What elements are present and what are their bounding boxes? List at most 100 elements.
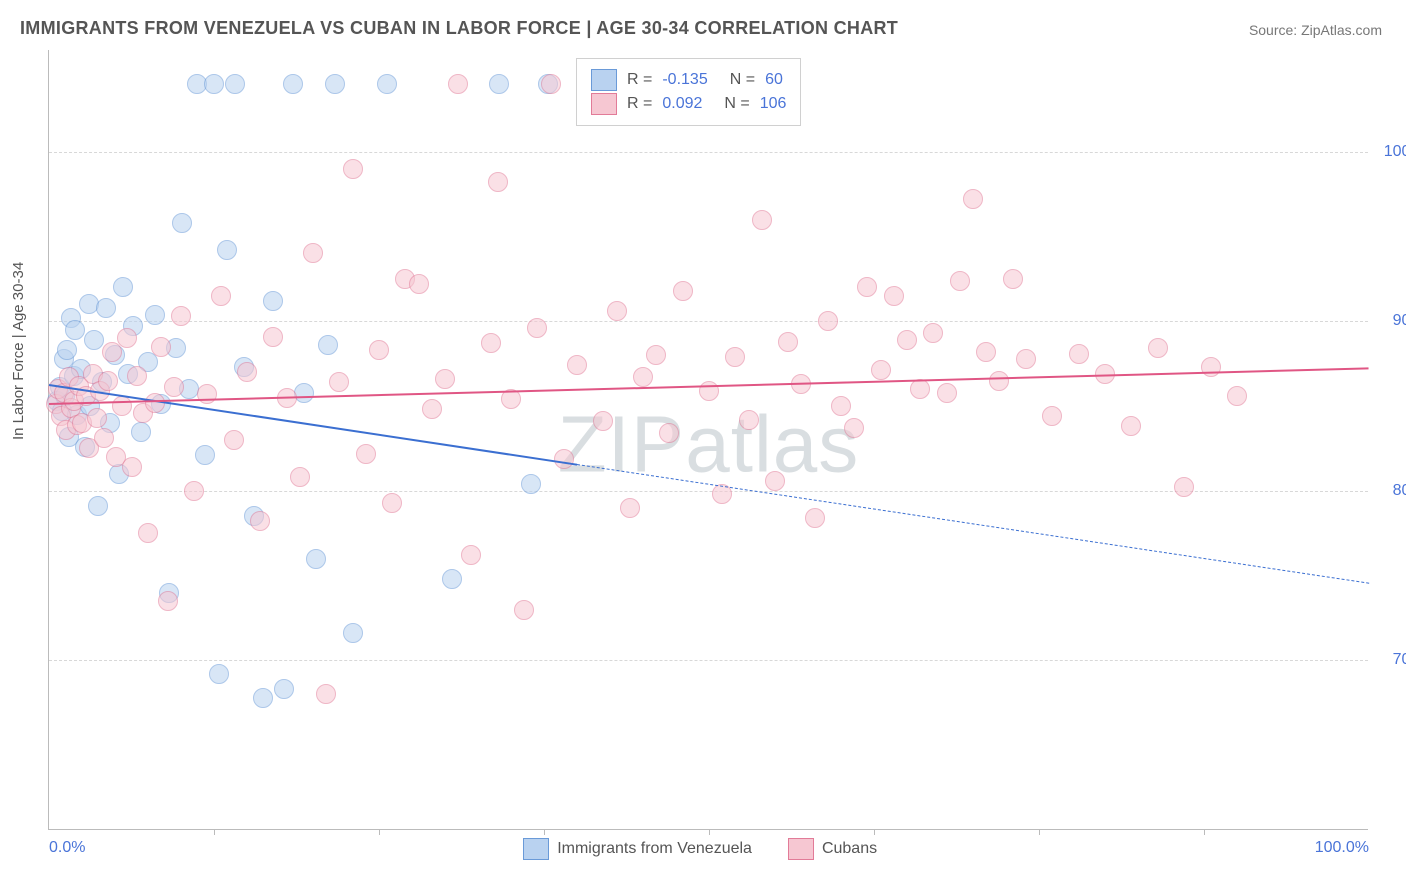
scatter-point <box>343 623 363 643</box>
scatter-point <box>382 493 402 513</box>
scatter-point <box>145 305 165 325</box>
scatter-point <box>620 498 640 518</box>
plot-area: ZIPatlas 70.0%80.0%90.0%100.0%0.0%100.0% <box>48 50 1368 830</box>
scatter-point <box>1042 406 1062 426</box>
y-tick-label: 100.0% <box>1378 143 1406 161</box>
scatter-point <box>138 523 158 543</box>
scatter-point <box>593 411 613 431</box>
scatter-point <box>250 511 270 531</box>
y-tick-label: 80.0% <box>1378 482 1406 500</box>
r-label: R = <box>627 71 652 89</box>
x-minor-tick <box>379 829 380 835</box>
scatter-point <box>1148 338 1168 358</box>
scatter-point <box>646 345 666 365</box>
scatter-point <box>184 481 204 501</box>
scatter-point <box>857 277 877 297</box>
scatter-point <box>435 369 455 389</box>
scatter-point <box>65 320 85 340</box>
scatter-point <box>1069 344 1089 364</box>
scatter-point <box>96 298 116 318</box>
scatter-point <box>98 371 118 391</box>
scatter-point <box>1121 416 1141 436</box>
legend-item: Cubans <box>788 838 877 860</box>
scatter-point <box>1174 477 1194 497</box>
scatter-point <box>527 318 547 338</box>
scatter-point <box>127 366 147 386</box>
scatter-point <box>343 159 363 179</box>
n-label: N = <box>730 71 755 89</box>
scatter-point <box>209 664 229 684</box>
scatter-point <box>950 271 970 291</box>
scatter-point <box>963 189 983 209</box>
scatter-point <box>237 362 257 382</box>
scatter-point <box>923 323 943 343</box>
chart-title: IMMIGRANTS FROM VENEZUELA VS CUBAN IN LA… <box>20 18 898 39</box>
scatter-point <box>217 240 237 260</box>
scatter-point <box>164 377 184 397</box>
r-label: R = <box>627 95 652 113</box>
gridline-h <box>49 660 1368 661</box>
scatter-point <box>481 333 501 353</box>
scatter-point <box>88 496 108 516</box>
scatter-point <box>224 430 244 450</box>
scatter-point <box>172 213 192 233</box>
scatter-point <box>306 549 326 569</box>
legend-label: Immigrants from Venezuela <box>557 840 752 857</box>
r-value: 0.092 <box>662 95 702 113</box>
gridline-h <box>49 491 1368 492</box>
scatter-point <box>377 74 397 94</box>
legend-stats-row: R = 0.092 N = 106 <box>591 93 786 115</box>
scatter-point <box>369 340 389 360</box>
scatter-point <box>765 471 785 491</box>
legend-swatch <box>591 69 617 91</box>
n-label: N = <box>724 95 749 113</box>
scatter-point <box>739 410 759 430</box>
x-minor-tick <box>544 829 545 835</box>
n-value: 60 <box>765 71 783 89</box>
legend-item: Immigrants from Venezuela <box>523 838 752 860</box>
scatter-point <box>94 428 114 448</box>
scatter-point <box>356 444 376 464</box>
scatter-point <box>844 418 864 438</box>
scatter-point <box>607 301 627 321</box>
x-minor-tick <box>709 829 710 835</box>
scatter-point <box>818 311 838 331</box>
scatter-point <box>122 457 142 477</box>
scatter-point <box>937 383 957 403</box>
scatter-point <box>325 74 345 94</box>
scatter-point <box>290 467 310 487</box>
scatter-point <box>263 291 283 311</box>
scatter-point <box>461 545 481 565</box>
y-tick-label: 70.0% <box>1378 651 1406 669</box>
gridline-h <box>49 152 1368 153</box>
scatter-point <box>197 384 217 404</box>
scatter-point <box>805 508 825 528</box>
scatter-point <box>113 277 133 297</box>
scatter-point <box>673 281 693 301</box>
scatter-point <box>171 306 191 326</box>
scatter-point <box>158 591 178 611</box>
x-minor-tick <box>874 829 875 835</box>
trend-line <box>577 464 1369 584</box>
source-label: Source: ZipAtlas.com <box>1249 22 1382 38</box>
x-minor-tick <box>1204 829 1205 835</box>
scatter-point <box>204 74 224 94</box>
scatter-point <box>57 340 77 360</box>
legend-swatch <box>788 838 814 860</box>
scatter-point <box>117 328 137 348</box>
scatter-point <box>112 396 132 416</box>
scatter-point <box>489 74 509 94</box>
scatter-point <box>633 367 653 387</box>
scatter-point <box>884 286 904 306</box>
scatter-point <box>752 210 772 230</box>
scatter-point <box>253 688 273 708</box>
scatter-point <box>778 332 798 352</box>
scatter-point <box>294 383 314 403</box>
n-value: 106 <box>760 95 787 113</box>
x-tick-label: 100.0% <box>1315 839 1369 857</box>
scatter-point <box>976 342 996 362</box>
scatter-point <box>263 327 283 347</box>
y-axis-label: In Labor Force | Age 30-34 <box>10 262 27 440</box>
scatter-point <box>871 360 891 380</box>
scatter-point <box>274 679 294 699</box>
